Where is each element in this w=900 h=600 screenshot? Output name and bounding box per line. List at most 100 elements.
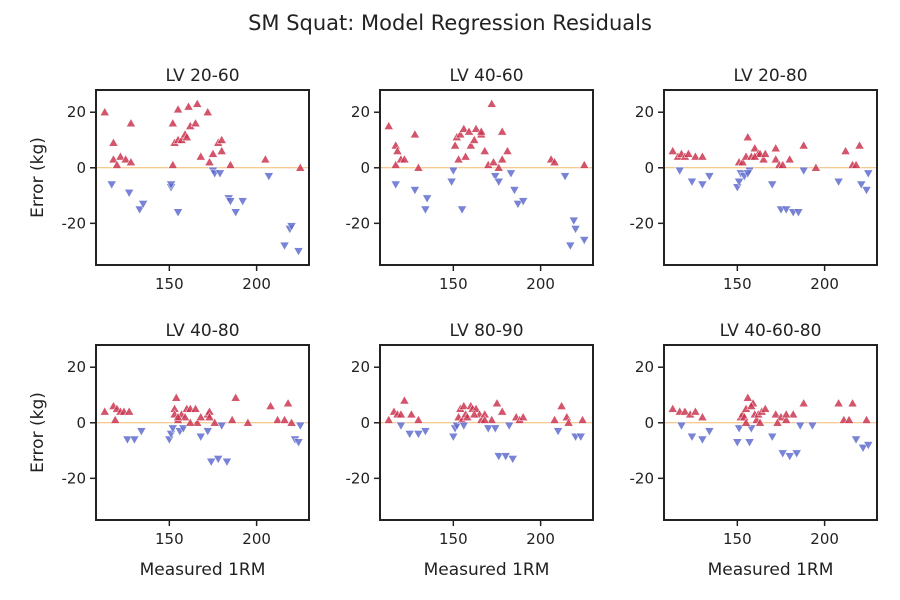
- data-point-negative: [518, 197, 529, 207]
- data-point-negative: [704, 427, 715, 437]
- data-point-negative: [221, 457, 232, 467]
- y-tick-label: -20: [630, 469, 655, 487]
- data-point-positive: [195, 412, 206, 421]
- x-tick-label: 150: [723, 275, 752, 293]
- data-point-positive: [173, 412, 184, 421]
- data-point-negative: [457, 205, 468, 215]
- data-point-positive: [413, 414, 424, 424]
- data-point-positive: [99, 406, 110, 416]
- data-point-positive: [399, 395, 410, 405]
- y-tick-label: 20: [351, 358, 370, 376]
- data-point-positive: [390, 140, 401, 150]
- data-point-negative: [237, 197, 248, 207]
- data-point-positive: [383, 414, 394, 424]
- axes-frame: [95, 344, 310, 521]
- data-point-positive: [469, 134, 480, 144]
- data-point-negative: [570, 225, 581, 234]
- data-point-negative: [493, 177, 504, 187]
- data-point-positive: [108, 154, 119, 164]
- data-point-positive: [772, 417, 783, 427]
- data-point-positive: [844, 414, 855, 424]
- data-point-positive: [758, 154, 769, 164]
- data-point-negative: [505, 169, 516, 179]
- y-tick-label: -20: [630, 214, 655, 232]
- data-point-positive: [518, 412, 529, 421]
- data-point-negative: [791, 449, 802, 459]
- data-point-negative: [286, 222, 297, 232]
- y-tick-label: 0: [644, 159, 654, 177]
- data-point-negative: [263, 172, 274, 182]
- axes-frame: [663, 89, 878, 266]
- data-point-negative: [490, 172, 501, 182]
- axes-frame: [663, 344, 878, 521]
- data-point-positive: [390, 159, 401, 169]
- data-point-positive: [502, 146, 513, 155]
- data-point-negative: [697, 435, 708, 445]
- data-point-positive: [742, 392, 753, 402]
- data-point-positive: [216, 146, 227, 155]
- data-point-positive: [667, 146, 678, 155]
- data-point-negative: [784, 452, 795, 462]
- data-point-positive: [383, 121, 394, 130]
- data-point-negative: [734, 177, 745, 187]
- data-point-negative: [395, 421, 406, 431]
- data-point-negative: [134, 205, 145, 215]
- data-point-positive: [192, 98, 203, 108]
- y-tick-label: 20: [351, 103, 370, 121]
- data-point-negative: [686, 177, 697, 187]
- data-point-positive: [202, 107, 213, 116]
- data-point-positive: [840, 146, 851, 155]
- data-point-positive: [204, 157, 215, 166]
- data-point-positive: [491, 398, 503, 408]
- data-point-negative: [293, 247, 304, 257]
- data-point-negative: [178, 424, 189, 434]
- x-tick-label: 150: [155, 530, 184, 548]
- data-point-positive: [242, 417, 253, 427]
- data-point-positive: [667, 403, 678, 413]
- data-point-positive: [760, 403, 771, 413]
- data-point-negative: [124, 189, 135, 198]
- data-point-positive: [183, 101, 194, 111]
- data-point-positive: [577, 414, 588, 424]
- x-tick-label: 200: [810, 275, 839, 293]
- data-point-positive: [556, 401, 567, 410]
- data-point-negative: [446, 177, 457, 187]
- data-point-positive: [190, 118, 201, 128]
- data-point-positive: [465, 140, 476, 150]
- y-tick-label: -20: [62, 214, 87, 232]
- data-point-negative: [167, 424, 178, 434]
- data-point-negative: [674, 166, 685, 176]
- data-point-negative: [568, 216, 579, 226]
- data-point-negative: [504, 421, 515, 431]
- data-point-positive: [679, 406, 690, 416]
- data-point-negative: [293, 438, 304, 448]
- data-point-negative: [777, 449, 788, 459]
- data-point-positive: [464, 126, 475, 136]
- data-point-negative: [676, 421, 687, 431]
- data-point-positive: [413, 162, 424, 172]
- data-point-negative: [164, 435, 175, 445]
- data-point-positive: [207, 148, 219, 158]
- x-axis-label: Measured 1RM: [140, 560, 266, 580]
- data-point-negative: [500, 452, 511, 462]
- data-point-positive: [741, 417, 752, 427]
- data-point-negative: [206, 457, 217, 467]
- data-point-positive: [406, 409, 417, 419]
- data-point-positive: [810, 162, 821, 172]
- data-point-negative: [807, 421, 818, 431]
- data-point-positive: [180, 412, 191, 421]
- data-point-negative: [856, 180, 867, 190]
- data-point-negative: [732, 183, 743, 193]
- data-point-negative: [216, 421, 227, 431]
- subplot-title: LV 20-60: [165, 66, 239, 86]
- data-point-positive: [283, 398, 294, 408]
- data-point-positive: [754, 417, 766, 427]
- data-point-positive: [697, 412, 708, 421]
- data-point-negative: [697, 180, 708, 190]
- data-point-positive: [185, 417, 196, 427]
- data-point-negative: [553, 427, 564, 437]
- data-point-positive: [167, 159, 178, 169]
- data-point-negative: [744, 438, 755, 448]
